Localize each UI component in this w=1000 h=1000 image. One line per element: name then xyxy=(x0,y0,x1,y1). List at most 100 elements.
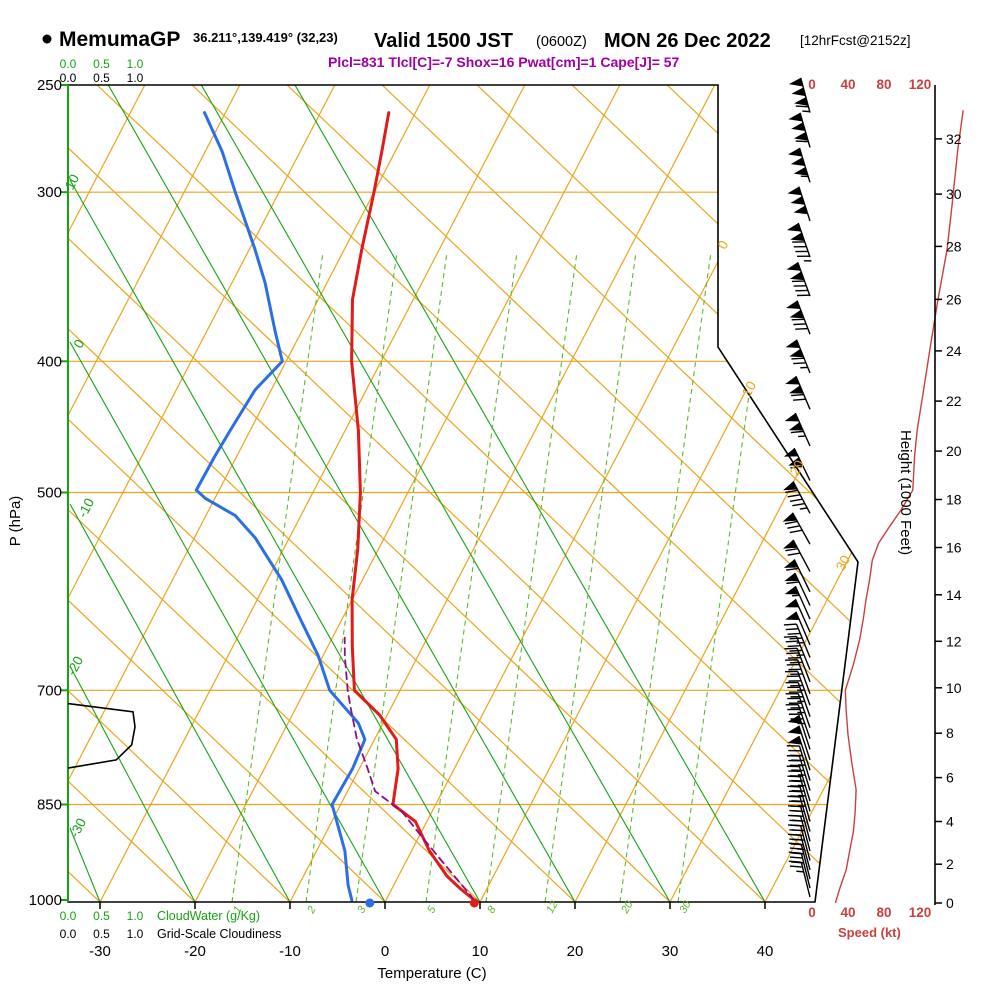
isotherm-line xyxy=(99,85,526,902)
mixing-ratio-label: 8 xyxy=(485,903,499,915)
plot-frame xyxy=(60,84,859,909)
height-tick-label: 8 xyxy=(946,725,954,741)
height-tick-label: 18 xyxy=(946,492,962,508)
barb-pennant xyxy=(789,348,804,358)
barb-full xyxy=(788,713,802,715)
height-axis-title: Height (1000 Feet) xyxy=(897,430,914,555)
barb-full xyxy=(787,686,800,689)
barb-pennant xyxy=(790,196,805,205)
barb-full xyxy=(790,684,803,687)
barb-full xyxy=(788,833,801,836)
wind-barb xyxy=(783,623,811,658)
barb-pennant xyxy=(784,413,800,422)
speed-tick-label-top: 120 xyxy=(909,77,932,92)
pressure-tick-label: 300 xyxy=(37,184,62,201)
dry-adiabat-line xyxy=(68,85,671,902)
barb-full xyxy=(789,847,803,850)
barb-full xyxy=(785,670,798,673)
barb-full xyxy=(795,289,808,292)
barb-full xyxy=(788,759,801,762)
cloudiness-axis-title: Grid-Scale Cloudiness xyxy=(157,927,281,941)
wind-barb xyxy=(785,659,811,694)
isotherm-line xyxy=(479,85,858,902)
wind-barb xyxy=(788,112,811,148)
barb-full xyxy=(788,749,801,752)
parcel-path xyxy=(343,636,476,901)
barb-full xyxy=(785,628,799,631)
barb-staff xyxy=(797,693,811,728)
barb-full xyxy=(790,785,803,788)
cloudiness-scale-label-top: 1.0 xyxy=(127,71,144,85)
barb-half xyxy=(796,641,805,644)
temperature-tick-label: 20 xyxy=(567,943,584,960)
barb-full xyxy=(793,285,807,287)
temperature-tick-label: -10 xyxy=(279,943,301,960)
cloudiness-scale-label-top: 0.5 xyxy=(93,71,110,85)
pressure-tick-label: 400 xyxy=(37,353,62,370)
barb-pennant xyxy=(788,457,803,466)
wind-barb xyxy=(784,598,811,633)
wind-barb xyxy=(784,412,811,447)
barb-full xyxy=(785,703,799,706)
barb-full xyxy=(787,552,801,556)
barb-pennant xyxy=(793,132,809,141)
moist-adiabat-line xyxy=(69,85,576,902)
height-tick-label: 24 xyxy=(946,343,962,359)
temperature-tick-label: 30 xyxy=(662,943,679,960)
pressure-tick-label: 850 xyxy=(37,796,62,813)
moist-adiabat-line xyxy=(69,179,481,902)
wind-barb xyxy=(783,539,811,572)
forecast-tag: [12hrFcst@2152z] xyxy=(800,33,911,48)
cloudwater-scale-label-top: 0.5 xyxy=(93,57,110,71)
barb-staff xyxy=(795,611,811,646)
height-tick-label: 0 xyxy=(946,895,954,911)
barb-full xyxy=(788,805,801,808)
barb-full xyxy=(793,245,807,248)
moist-adiabat-line xyxy=(69,665,196,902)
speed-tick-label-top: 0 xyxy=(808,77,816,92)
mixing-ratio-line xyxy=(485,251,578,902)
barb-full xyxy=(789,809,803,813)
barb-staff xyxy=(800,816,811,852)
barb-full xyxy=(786,675,800,678)
barb-full xyxy=(789,661,803,664)
barb-staff xyxy=(791,512,811,545)
barb-full xyxy=(793,398,806,401)
barb-pennant xyxy=(789,385,804,394)
barb-pennant xyxy=(793,166,808,176)
wind-barb xyxy=(786,222,812,262)
wind-barb xyxy=(787,186,811,222)
barb-pennant xyxy=(784,572,799,582)
barb-staff xyxy=(798,745,811,781)
isotherm-line xyxy=(574,85,858,902)
barb-pennant xyxy=(783,481,798,491)
barb-pennant xyxy=(784,599,800,608)
wind-barb xyxy=(788,860,811,898)
barb-staff xyxy=(798,766,811,802)
barb-staff xyxy=(800,843,811,880)
dry-adiabat-line xyxy=(68,85,858,902)
dry-adiabat-line xyxy=(191,85,858,902)
barb-pennant xyxy=(783,539,798,549)
wind-barb xyxy=(786,262,811,297)
barb-full xyxy=(791,318,805,321)
speed-tick-label-bottom: 40 xyxy=(840,905,855,920)
valid-utc-label: (0600Z) xyxy=(536,34,587,50)
mixing-ratio-line xyxy=(231,251,324,902)
height-tick-label: 4 xyxy=(946,813,954,829)
cloudwater-scale-label-top: 1.0 xyxy=(127,57,144,71)
dry-adiabat-line xyxy=(571,85,858,902)
dry-adiabat-line xyxy=(96,85,858,902)
barb-full xyxy=(795,105,809,108)
barb-full xyxy=(789,764,803,767)
barb-staff xyxy=(797,704,811,739)
cloudwater-scale-label-bottom: 0.0 xyxy=(60,909,77,923)
barb-full xyxy=(788,780,802,783)
barb-pennant xyxy=(791,122,806,132)
isotherm-line xyxy=(669,85,858,902)
barb-full xyxy=(784,520,798,525)
isotherm-line xyxy=(68,85,336,902)
wind-barb xyxy=(783,559,811,593)
barb-pennant xyxy=(782,512,797,522)
station-coords: 36.211°,139.419° (32,23) xyxy=(193,30,338,45)
